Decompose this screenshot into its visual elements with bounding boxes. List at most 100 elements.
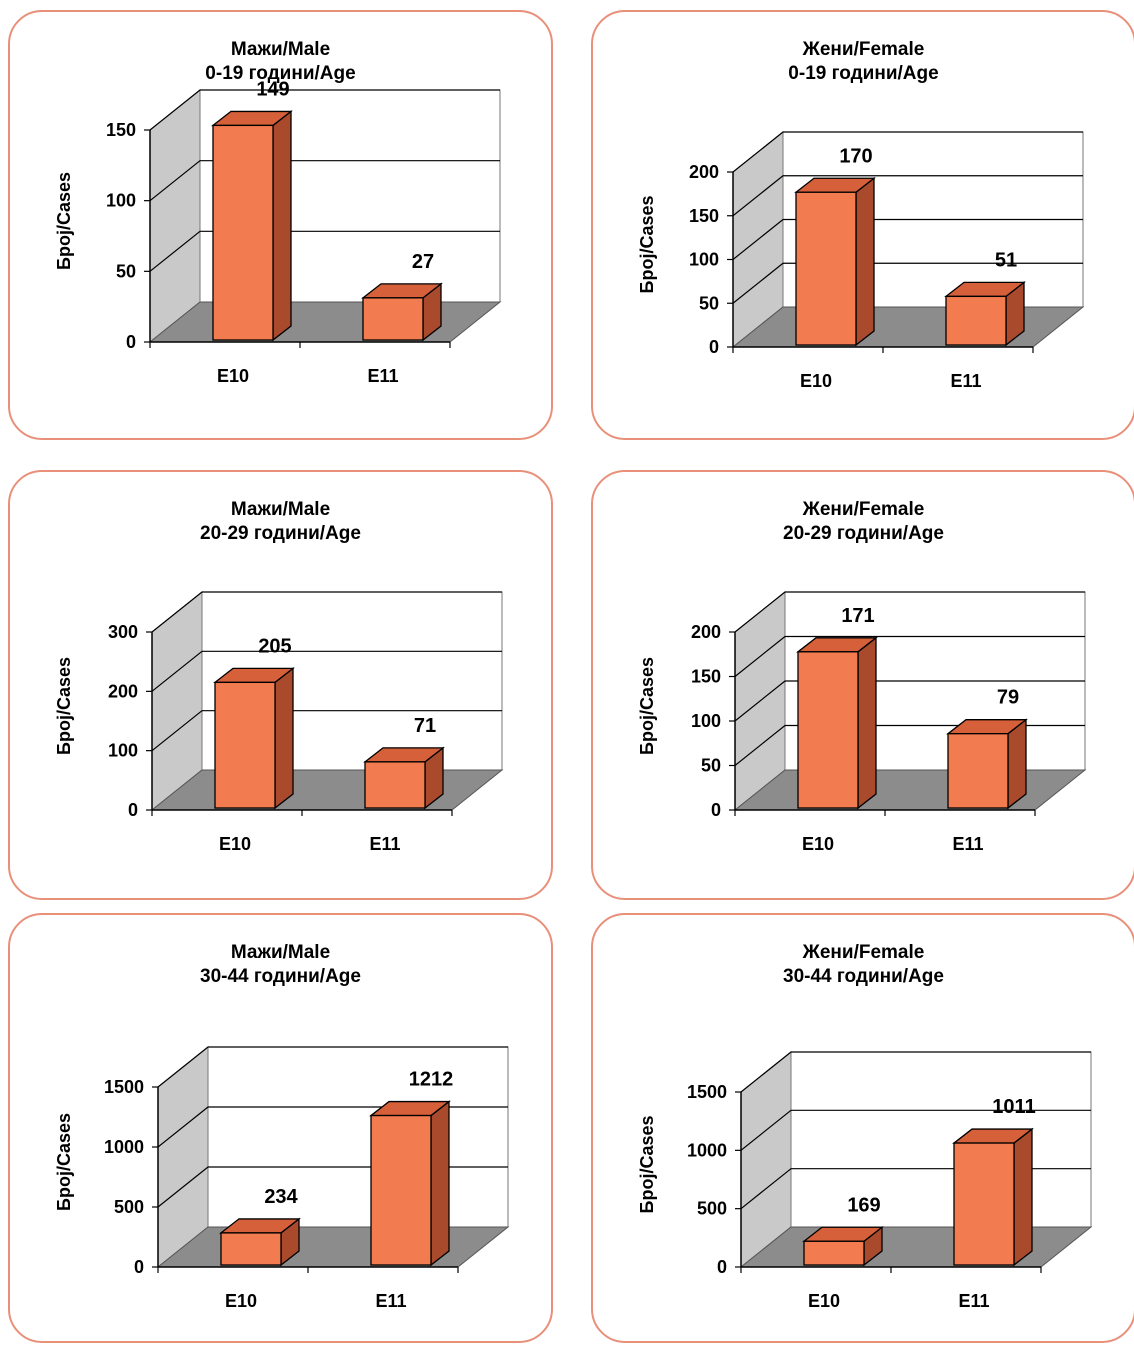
chart-panel-male-30-44: Мажи/Male 30-44 години/Age 0 500 1000 1500 Б… <box>8 913 553 1343</box>
data-label: 51 <box>995 249 1017 271</box>
bar-chart-1: 0 50 100 150 200 Број/Cases 170 E10 51 E11 <box>637 130 1085 391</box>
chart-title: Мажи/Male 0-19 години/Age <box>10 38 551 86</box>
y-tick-label: 150 <box>689 206 719 226</box>
chart-title-line-1: Мажи/Male <box>230 942 331 963</box>
y-tick-label: 150 <box>691 667 721 687</box>
bar-chart-4: 0 500 1000 1500 Број/Cases 234 E10 1212 E11 <box>54 1045 510 1311</box>
x-tick-label: E11 <box>369 834 400 854</box>
chart-subtitle: 30-44 години/Age <box>200 966 361 987</box>
bar-front <box>362 297 424 341</box>
gridline <box>740 1109 1091 1151</box>
x-tick-label: E11 <box>950 371 981 391</box>
bar-front <box>953 1142 1015 1266</box>
bar-e11 <box>363 746 445 810</box>
left-wall <box>149 88 201 344</box>
chart-title: Жени/Female 0-19 години/Age <box>593 38 1134 86</box>
y-tick-label: 50 <box>699 293 719 313</box>
gridline <box>149 89 500 131</box>
gridline <box>151 650 502 692</box>
x-tick-label: E10 <box>808 1291 840 1311</box>
gridline <box>740 1051 1091 1093</box>
x-tick-label: E11 <box>958 1291 989 1311</box>
bar-side <box>855 176 875 347</box>
bar-e10 <box>213 667 295 810</box>
chart-subtitle: 0-19 години/Age <box>205 63 356 84</box>
y-tick-label: 200 <box>689 162 719 182</box>
chart-title: Мажи/Male 20-29 години/Age <box>10 498 551 546</box>
gridline <box>732 175 1083 217</box>
bar-e10 <box>796 636 878 810</box>
data-label: 169 <box>847 1194 880 1216</box>
x-tick-label: E10 <box>217 366 249 386</box>
bar-front <box>945 295 1007 346</box>
floor <box>150 769 504 811</box>
bar-chart-3: 0 50 100 150 200 Број/Cases 171 E10 79 E11 <box>637 590 1087 854</box>
y-tick-label: 500 <box>114 1197 144 1217</box>
x-tick-label: E11 <box>367 366 398 386</box>
gridline <box>732 218 1083 260</box>
y-tick-label: 50 <box>701 756 721 776</box>
bar-e11 <box>944 281 1026 347</box>
chart-panel-male-20-29: Мажи/Male 20-29 години/Age 0 100 200 300 Бро… <box>8 470 553 900</box>
bar-side <box>1007 718 1027 810</box>
bar-chart-2: 0 100 200 300 Број/Cases 205 E10 71 E11 <box>54 590 504 854</box>
y-tick-label: 200 <box>691 622 721 642</box>
bar-front <box>370 1114 432 1266</box>
y-tick-label: 0 <box>126 332 136 352</box>
bar-front <box>214 681 276 809</box>
bar-chart-0: 0 50 100 150 Број/Cases 149 E10 27 E11 <box>54 78 502 386</box>
chart-title: Жени/Female 20-29 години/Age <box>593 498 1134 546</box>
y-tick-label: 0 <box>134 1257 144 1277</box>
x-tick-label: E10 <box>219 834 251 854</box>
bar-e11 <box>361 282 443 342</box>
bar-e10 <box>219 1217 301 1267</box>
chart-title-line-1: Жени/Female <box>802 39 925 60</box>
y-tick-label: 300 <box>108 622 138 642</box>
y-tick-label: 0 <box>711 800 721 820</box>
floor <box>156 1226 510 1268</box>
y-tick-label: 500 <box>697 1199 727 1219</box>
gridline <box>734 680 1085 722</box>
y-tick-label: 1500 <box>104 1077 144 1097</box>
chart-title-line-1: Мажи/Male <box>230 499 331 520</box>
chart-title-line-1: Мажи/Male <box>230 39 331 60</box>
x-tick-label: E10 <box>800 371 832 391</box>
gridline <box>732 262 1083 304</box>
data-label: 205 <box>258 635 291 657</box>
y-tick-label: 50 <box>116 261 136 281</box>
bar-e11 <box>952 1127 1034 1267</box>
bar-e10 <box>802 1225 884 1267</box>
bar-front <box>364 761 426 809</box>
bar-side <box>430 1100 450 1267</box>
y-axis-label: Број/Cases <box>54 657 74 755</box>
bar-e11 <box>946 718 1028 810</box>
gridline <box>734 591 1085 633</box>
y-tick-label: 0 <box>709 337 719 357</box>
y-tick-label: 0 <box>128 800 138 820</box>
chart-title: Мажи/Male 30-44 години/Age <box>10 941 551 989</box>
y-tick-label: 1500 <box>687 1082 727 1102</box>
data-label: 170 <box>839 145 872 167</box>
chart-title-line-1: Жени/Female <box>802 942 925 963</box>
back-wall <box>207 1046 509 1228</box>
chart-panel-female-0-19: Жени/Female 0-19 години/Age 0 50 100 150 200… <box>591 10 1134 440</box>
bar-front <box>212 124 274 341</box>
data-label: 1011 <box>992 1096 1035 1118</box>
y-tick-label: 0 <box>717 1257 727 1277</box>
data-label: 27 <box>412 251 434 273</box>
data-label: 149 <box>256 78 289 100</box>
bar-front <box>797 651 859 809</box>
bar-front <box>947 733 1009 809</box>
bar-front <box>795 191 857 346</box>
floor <box>731 306 1085 348</box>
gridline <box>732 131 1083 173</box>
data-label: 71 <box>414 715 436 737</box>
y-tick-label: 100 <box>106 191 136 211</box>
x-tick-label: E11 <box>375 1291 406 1311</box>
chart-title: Жени/Female 30-44 години/Age <box>593 941 1134 989</box>
bar-e10 <box>211 110 293 342</box>
back-wall <box>790 1051 1092 1228</box>
gridline <box>734 635 1085 677</box>
chart-subtitle: 0-19 години/Age <box>788 63 939 84</box>
gridline <box>151 710 502 752</box>
